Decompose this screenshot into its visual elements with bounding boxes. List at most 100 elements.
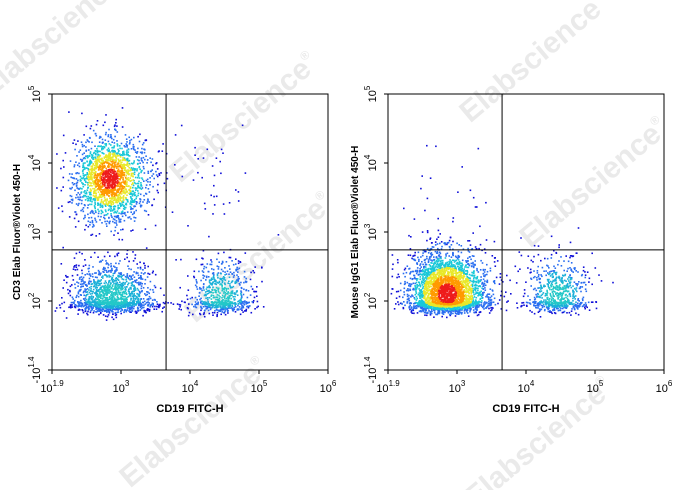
event-dot [125, 286, 128, 288]
event-dot [152, 270, 154, 273]
event-dot [483, 248, 486, 250]
event-dot [81, 153, 84, 156]
event-dot [125, 292, 127, 294]
event-dot [93, 285, 96, 288]
event-dot [96, 300, 99, 303]
event-dot [116, 155, 118, 157]
event-dot [126, 178, 129, 180]
event-dot [95, 134, 98, 137]
event-dot [92, 129, 95, 132]
event-dot [229, 303, 231, 306]
event-dot [133, 220, 136, 222]
event-dot [122, 207, 125, 210]
event-dot [433, 260, 436, 262]
event-dot [108, 143, 111, 145]
event-dot [211, 301, 214, 303]
event-dot [101, 222, 103, 224]
event-dot [92, 266, 94, 268]
event-dot [75, 194, 78, 196]
event-dot [225, 299, 228, 302]
event-dot [159, 287, 162, 290]
event-dot [94, 174, 97, 177]
event-dot [81, 182, 83, 184]
event-dot [470, 265, 473, 268]
event-dot [104, 156, 107, 158]
event-dot [108, 289, 111, 291]
event-dot [465, 261, 468, 263]
event-dot [395, 290, 398, 293]
event-dot [84, 162, 86, 164]
event-dot [82, 170, 84, 172]
event-dot [211, 284, 213, 286]
event-dot [228, 273, 230, 275]
event-dot [132, 285, 134, 287]
event-dot [506, 301, 508, 303]
event-dot [138, 140, 141, 143]
event-dot [128, 143, 131, 145]
event-dot [112, 174, 115, 176]
event-dot [125, 185, 128, 187]
event-dot [111, 161, 113, 163]
event-dot [445, 255, 447, 257]
event-dot [97, 204, 100, 206]
event-dot [422, 252, 424, 254]
event-dot [481, 291, 484, 294]
event-dot [106, 180, 109, 183]
watermark-text: Elabscience® [0, 0, 134, 104]
event-dot [222, 307, 224, 310]
event-dot [210, 291, 213, 294]
event-dot [212, 213, 214, 215]
event-dot [241, 124, 244, 127]
event-dot [119, 273, 122, 276]
event-dot [123, 145, 126, 147]
event-dot [411, 294, 413, 296]
event-dot [104, 177, 106, 179]
event-dot [233, 306, 235, 309]
event-dot [481, 297, 483, 299]
event-dot [463, 312, 466, 314]
event-dot [473, 311, 475, 314]
event-dot [114, 197, 117, 199]
event-dot [205, 275, 208, 278]
event-dot [71, 284, 73, 286]
event-dot [422, 249, 425, 252]
event-dot [431, 262, 433, 264]
event-dot [99, 185, 102, 187]
event-dot [108, 128, 110, 131]
event-dot [61, 205, 63, 207]
event-dot [472, 263, 474, 265]
event-dot [130, 230, 132, 232]
event-dot [398, 295, 401, 298]
event-dot [231, 286, 233, 289]
event-dot [211, 165, 214, 167]
event-dot [130, 200, 132, 202]
event-dot [95, 283, 98, 285]
event-dot [94, 206, 96, 208]
event-dot [402, 272, 405, 275]
event-dot [106, 288, 109, 290]
event-dot [413, 254, 415, 257]
event-dot [116, 294, 119, 296]
event-dot [114, 211, 117, 214]
event-dot [498, 299, 501, 301]
event-dot [207, 305, 210, 308]
event-dot [131, 301, 133, 304]
event-dot [86, 197, 89, 200]
event-dot [86, 285, 88, 287]
watermark-text: Elabscience® [113, 351, 274, 490]
event-dots [390, 144, 614, 319]
event-dot [436, 252, 439, 254]
event-dot [475, 304, 477, 307]
event-dot [475, 310, 477, 313]
event-dot [194, 154, 196, 156]
event-dot [80, 276, 83, 278]
event-dot [194, 301, 197, 303]
event-dot [476, 308, 478, 311]
event-dot [111, 191, 113, 193]
event-dot [224, 313, 227, 316]
event-dot [101, 310, 104, 312]
event-dot [208, 312, 211, 315]
event-dot [96, 281, 99, 283]
event-dot [102, 160, 105, 163]
event-dot [116, 140, 118, 142]
